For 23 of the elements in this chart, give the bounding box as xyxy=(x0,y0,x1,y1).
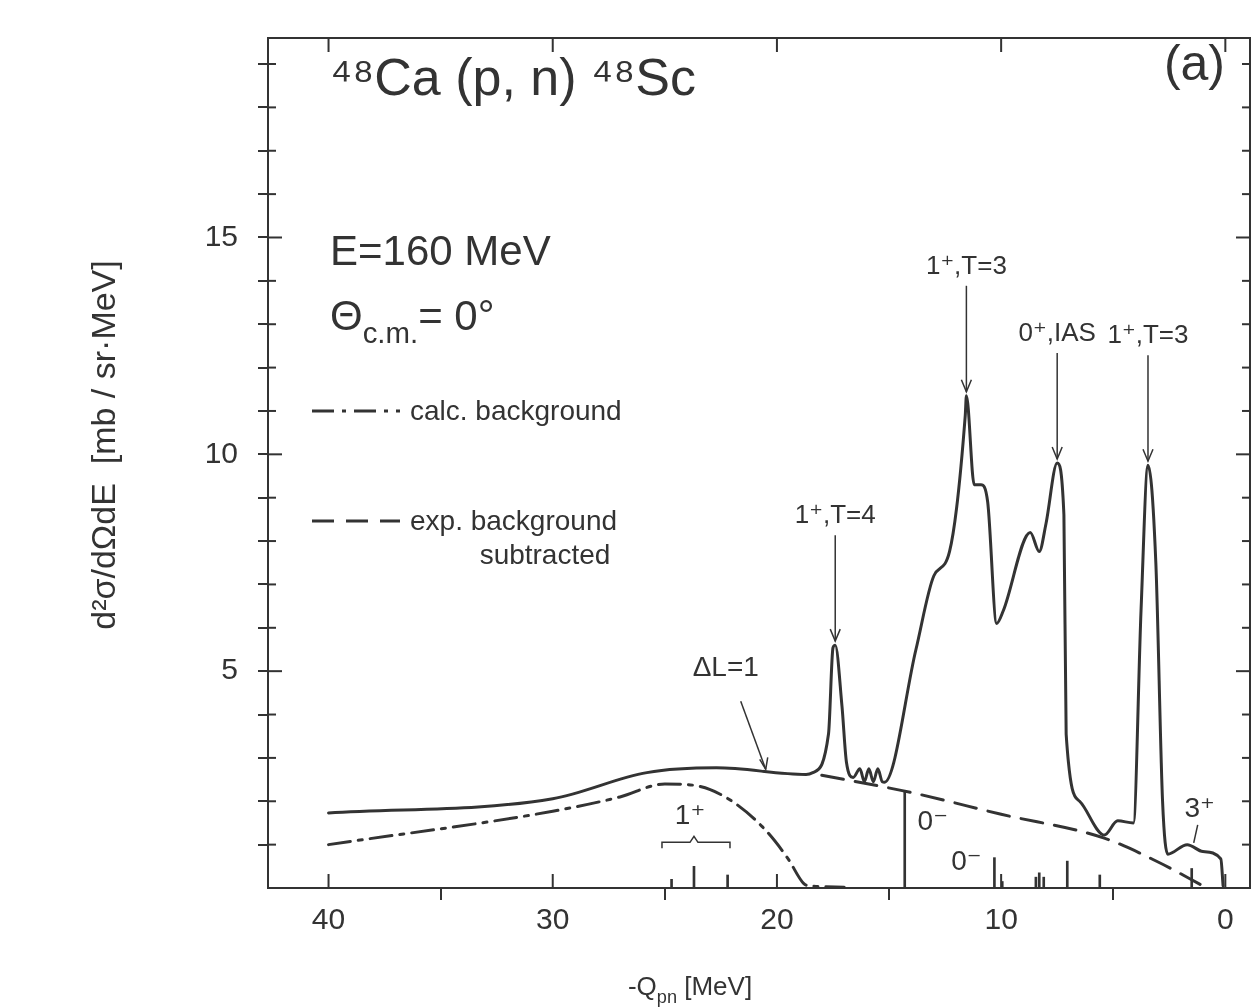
y-tick-label: 15 xyxy=(204,218,238,252)
x-tick-label: 0 xyxy=(1216,902,1234,936)
annotation: 3⁺ xyxy=(1184,791,1215,823)
annotation: 0⁺,IAS xyxy=(1018,317,1096,347)
legend-label: calc. background xyxy=(410,395,622,426)
x-tick-label: 10 xyxy=(984,902,1018,936)
annotation: 1⁺,T=4 xyxy=(794,499,876,530)
annotation: 1⁺,T=3 xyxy=(925,249,1007,280)
x-tick-label: 30 xyxy=(536,902,570,936)
annotation: (a) xyxy=(1163,35,1225,91)
legend-label: exp. background subtracted xyxy=(410,505,618,570)
annotation: 1⁺,T=3 xyxy=(1107,319,1189,350)
y-tick-label: 10 xyxy=(204,435,238,469)
annotation: E=160 MeV xyxy=(330,227,551,274)
annotation: 1⁺ xyxy=(674,799,706,831)
x-tick-label: 20 xyxy=(760,902,794,936)
y-axis-title: d²σ/dΩdE [mb / sr·MeV] xyxy=(84,260,122,630)
y-tick-label: 5 xyxy=(221,652,238,686)
x-tick-label: 40 xyxy=(311,902,346,936)
annotation: ΔL=1 xyxy=(692,651,759,683)
annotation: 0⁻ xyxy=(951,844,982,876)
annotation: 0⁻ xyxy=(917,805,948,837)
chart-title: ⁴⁸Ca (p, n) ⁴⁸Sc xyxy=(330,48,696,106)
